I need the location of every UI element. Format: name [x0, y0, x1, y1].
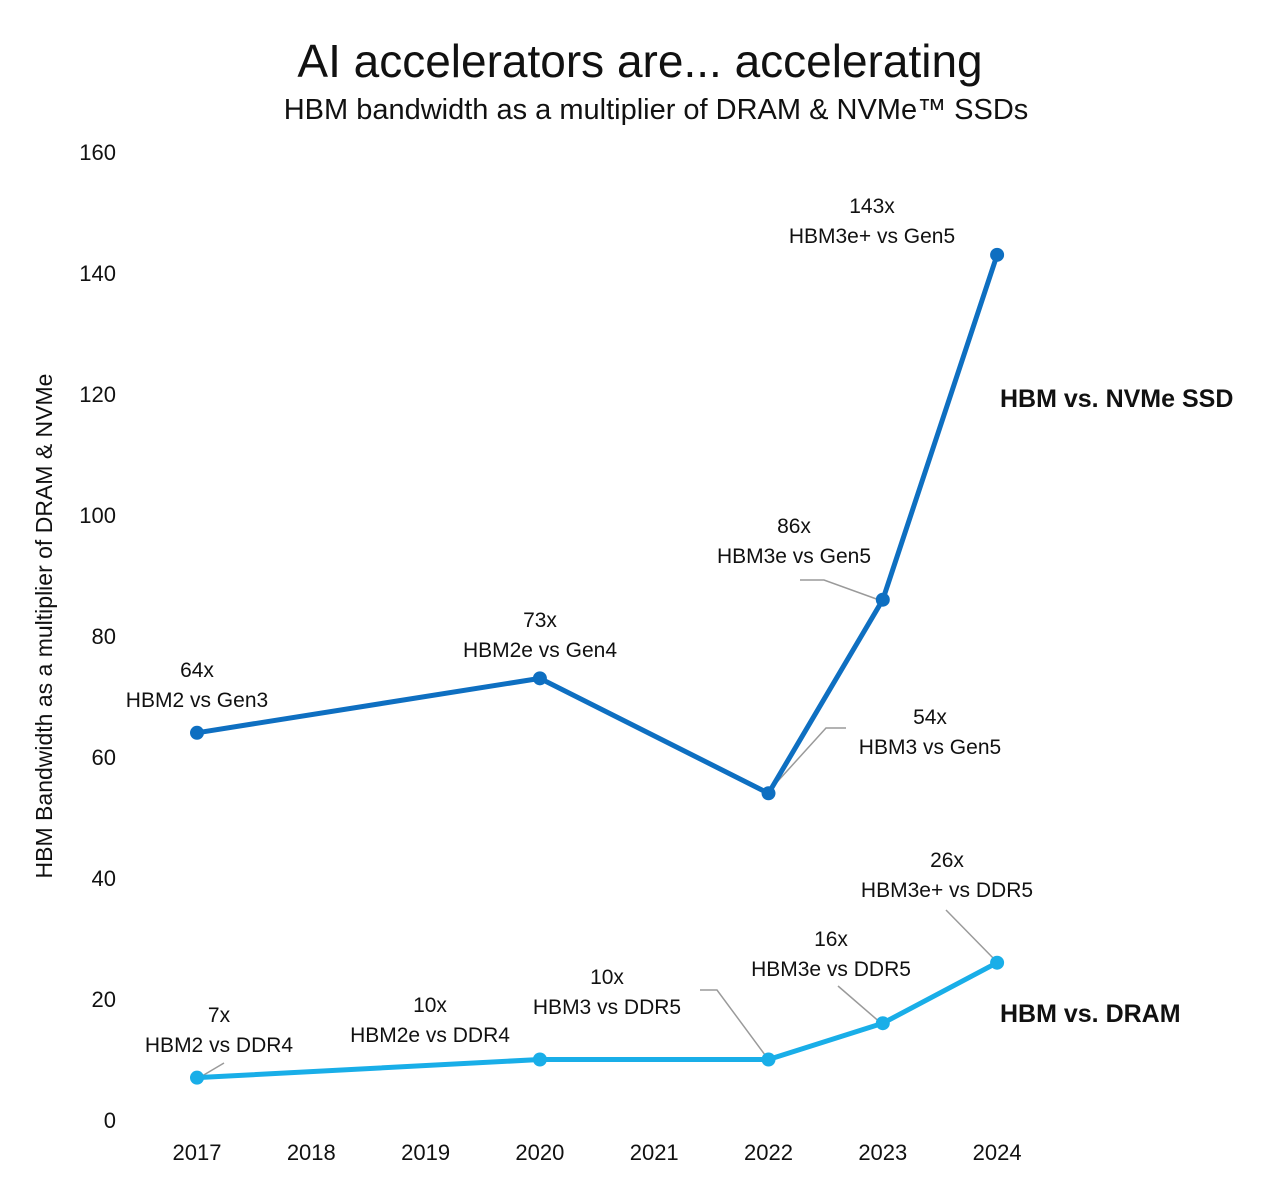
series-points [190, 247, 1005, 1085]
value-label: 54x [913, 706, 947, 729]
x-tick-label: 2020 [515, 1140, 564, 1165]
data-point [875, 592, 890, 607]
value-label: 64x [180, 659, 214, 682]
annotation-leader [767, 727, 846, 793]
y-tick-label: 0 [104, 1108, 116, 1133]
data-point [875, 1016, 890, 1031]
series-labels: HBM vs. NVMe SSD HBM vs. DRAM [1000, 385, 1233, 1028]
series-label: HBM vs. DRAM [1000, 1000, 1181, 1028]
value-label: 143x [849, 195, 895, 218]
y-axis-label: HBM Bandwidth as a multiplier of DRAM & … [31, 374, 57, 879]
y-tick-label: 80 [92, 624, 116, 649]
annotation-leader [700, 989, 769, 1060]
point-annotations: 64x HBM2 vs Gen3 73x HBM2e vs Gen4 54x HBM3 v… [126, 195, 1033, 1057]
x-tick-label: 2017 [173, 1140, 222, 1165]
point-label: HBM3e vs Gen5 [717, 545, 871, 568]
value-label: 73x [523, 609, 557, 632]
value-label: 7x [208, 1004, 231, 1027]
point-label: HBM2e vs Gen4 [463, 639, 617, 662]
y-tick-label: 20 [92, 987, 116, 1012]
x-tick-label: 2018 [287, 1140, 336, 1165]
x-tick-label: 2024 [973, 1140, 1022, 1165]
data-point [761, 1052, 776, 1067]
y-tick-label: 140 [79, 261, 116, 286]
y-axis-ticks: 0 20 40 60 80 100 120 140 160 [79, 140, 116, 1133]
value-label: 10x [590, 966, 624, 989]
x-tick-label: 2019 [401, 1140, 450, 1165]
point-label: HBM2e vs DDR4 [350, 1024, 510, 1047]
y-tick-label: 160 [79, 140, 116, 165]
x-tick-label: 2023 [858, 1140, 907, 1165]
point-label: HBM3e+ vs DDR5 [861, 879, 1033, 902]
data-point [990, 955, 1005, 970]
value-label: 86x [777, 515, 811, 538]
value-label: 16x [814, 928, 848, 951]
annotation-leader [800, 579, 883, 602]
point-label: HBM2 vs Gen3 [126, 689, 268, 712]
x-tick-label: 2022 [744, 1140, 793, 1165]
y-tick-label: 40 [92, 866, 116, 891]
annotation-leader [837, 985, 883, 1025]
data-point [190, 1070, 204, 1085]
chart-title: AI accelerators are... accelerating [297, 35, 983, 87]
series-lines [194, 252, 1000, 1081]
x-axis-ticks: 2017 2018 2019 2020 2021 2022 2023 2024 [173, 1140, 1022, 1165]
point-label: HBM2 vs DDR4 [145, 1034, 294, 1057]
series-line [194, 252, 1000, 796]
data-point [532, 1052, 547, 1067]
data-point [190, 725, 204, 740]
point-label: HBM3e vs DDR5 [751, 958, 911, 981]
x-tick-label: 2021 [630, 1140, 679, 1165]
y-tick-label: 60 [92, 745, 116, 770]
value-label: 10x [413, 994, 447, 1017]
data-point [990, 247, 1005, 262]
point-label: HBM3 vs Gen5 [859, 736, 1001, 759]
value-label: 26x [930, 849, 964, 872]
y-tick-label: 120 [79, 382, 116, 407]
annotation-leader [945, 909, 997, 962]
annotation-leaders [196, 579, 997, 1080]
data-point [761, 786, 776, 801]
chart-subtitle: HBM bandwidth as a multiplier of DRAM & … [283, 94, 1029, 126]
point-label: HBM3e+ vs Gen5 [789, 225, 955, 248]
series-label: HBM vs. NVMe SSD [1000, 385, 1233, 413]
data-point [532, 671, 547, 686]
y-tick-label: 100 [79, 503, 116, 528]
point-label: HBM3 vs DDR5 [533, 996, 681, 1019]
